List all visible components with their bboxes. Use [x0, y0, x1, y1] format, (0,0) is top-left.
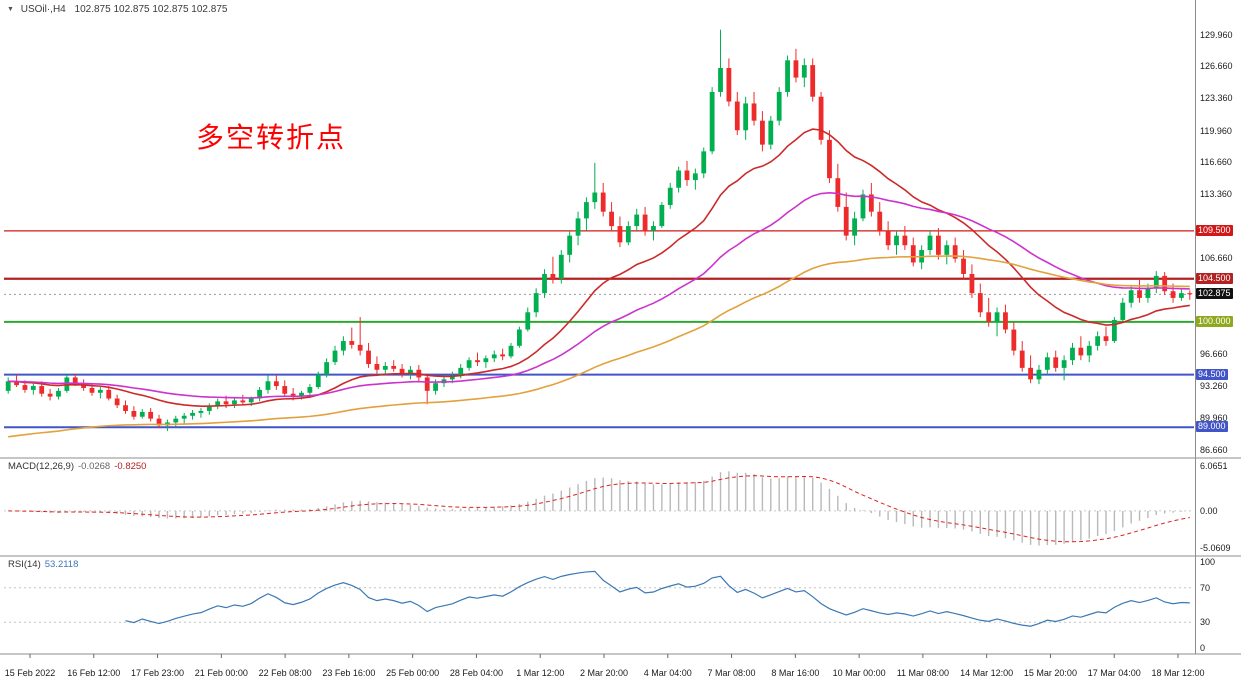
price-tick-label: 113.360	[1200, 188, 1232, 199]
chart-text-annotation[interactable]: 多空转折点	[196, 122, 347, 153]
time-axis-label: 22 Feb 08:00	[258, 668, 312, 678]
time-axis-label: 1 Mar 12:00	[516, 668, 565, 678]
price-tick-label: 93.260	[1200, 381, 1228, 392]
time-axis-label: 17 Feb 23:00	[131, 668, 185, 678]
time-axis-label: 17 Mar 04:00	[1087, 668, 1141, 678]
ohlc-quote: 102.875 102.875 102.875 102.875	[74, 4, 228, 15]
price-tick-label: 119.960	[1200, 125, 1232, 136]
time-axis-label: 15 Mar 20:00	[1023, 668, 1077, 678]
time-axis-label: 18 Mar 12:00	[1151, 668, 1205, 678]
rsi-name: RSI(14)	[8, 559, 41, 570]
price-level-label: 104.500	[1196, 272, 1233, 284]
macd-indicator-label: MACD(12,26,9) -0.0268 -0.8250	[8, 461, 146, 472]
macd-value-signal: -0.8250	[114, 461, 147, 472]
rsi-indicator-label: RSI(14) 53.2118	[8, 559, 78, 570]
price-tick-label: 106.660	[1200, 253, 1233, 264]
time-axis-label: 16 Feb 12:00	[67, 668, 121, 678]
rsi-value: 53.2118	[44, 559, 79, 570]
macd-value-main: -0.0268	[78, 461, 111, 472]
time-axis-label: 2 Mar 20:00	[579, 668, 629, 678]
price-tick-label: 116.660	[1200, 157, 1232, 168]
chart-title: ▼ USOil·,H4 102.875 102.875 102.875 102.…	[7, 4, 227, 15]
price-tick-label: 96.660	[1200, 348, 1228, 359]
price-level-label: 89.000	[1196, 421, 1228, 433]
macd-name: MACD(12,26,9)	[8, 461, 74, 472]
time-axis-label: 8 Mar 16:00	[771, 668, 820, 678]
time-axis-label: 25 Feb 00:00	[386, 668, 440, 678]
macd-scale-label: 6.0651	[1200, 461, 1228, 472]
price-level-label: 109.500	[1196, 224, 1233, 236]
price-tick-label: 126.660	[1200, 61, 1233, 72]
macd-scale-label: 0.00	[1200, 505, 1218, 516]
price-level-label: 94.500	[1196, 368, 1228, 380]
rsi-scale-label: 100	[1200, 557, 1216, 567]
time-axis-label: 14 Mar 12:00	[960, 668, 1014, 678]
macd-scale-label: -5.0609	[1200, 543, 1231, 554]
rsi-scale-label: 70	[1200, 582, 1211, 593]
price-tick-label: 89.960	[1200, 413, 1228, 424]
time-axis-label: 21 Feb 00:00	[194, 668, 248, 678]
symbol-dropdown-icon[interactable]: ▼	[7, 6, 14, 13]
time-axis-label: 11 Mar 08:00	[896, 668, 950, 678]
symbol-timeframe: USOil·,H4	[20, 4, 66, 15]
time-axis-label: 4 Mar 04:00	[643, 668, 692, 678]
time-axis-label: 7 Mar 08:00	[707, 668, 756, 678]
price-tick-label: 86.660	[1200, 444, 1228, 455]
time-axis-label: 15 Feb 2022	[4, 668, 56, 678]
price-tick-label: 123.360	[1200, 93, 1233, 104]
time-axis-label: 10 Mar 00:00	[832, 668, 886, 678]
rsi-scale-label: 30	[1200, 617, 1211, 628]
price-level-label: 100.000	[1196, 315, 1233, 327]
time-axis-label: 28 Feb 04:00	[449, 668, 503, 678]
time-axis-label: 23 Feb 16:00	[322, 668, 376, 678]
rsi-scale-label: 0	[1200, 643, 1206, 653]
price-tick-label: 129.960	[1200, 29, 1233, 40]
current-price-label: 102.875	[1196, 288, 1233, 300]
